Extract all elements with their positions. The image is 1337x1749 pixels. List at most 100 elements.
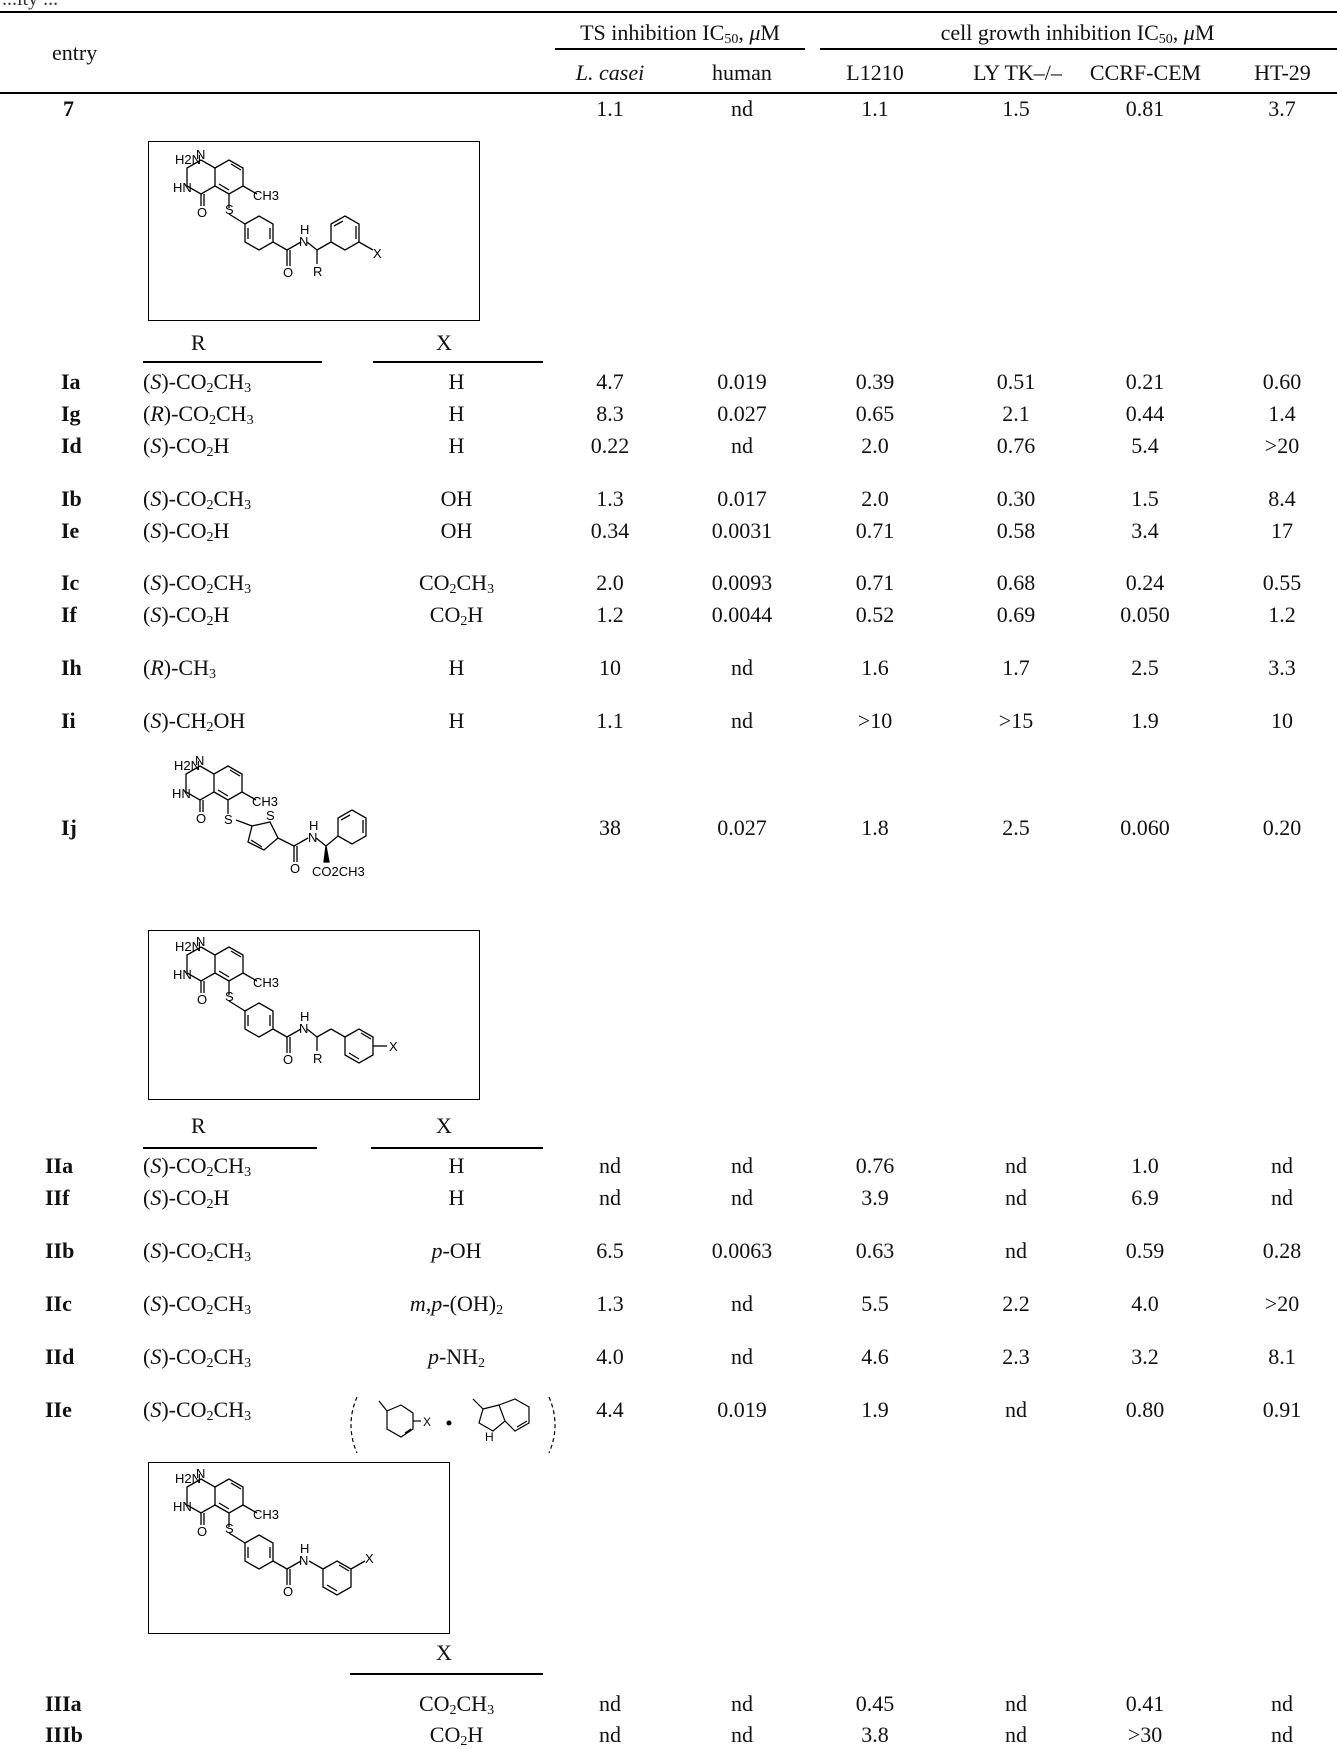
- value-cell: >10: [857, 708, 893, 733]
- value-cell: nd: [731, 708, 753, 733]
- value-cell: nd: [731, 655, 753, 680]
- svg-text:R: R: [313, 1051, 322, 1066]
- value-cell: >20: [1264, 1291, 1300, 1316]
- entry-label: Ii: [61, 708, 76, 733]
- value-cell: 0.0063: [711, 1238, 773, 1263]
- value-cell: nd: [1271, 1185, 1293, 1210]
- value-cell: 8.4: [1268, 486, 1296, 511]
- value-cell: nd: [1271, 1722, 1293, 1747]
- header-bottom-rule: [0, 92, 1337, 94]
- value-cell: 3.7: [1268, 96, 1296, 121]
- value-cell: 1.1: [596, 96, 624, 121]
- value-cell: 0.017: [717, 486, 767, 511]
- value-cell: nd: [731, 1185, 753, 1210]
- svg-text:N: N: [299, 234, 308, 249]
- value-cell: 0.44: [1125, 401, 1165, 426]
- svg-text:HN: HN: [173, 180, 192, 195]
- r-substituent: (R)-CO2CH3: [143, 401, 254, 428]
- structure-iie-x: X H: [343, 1393, 563, 1457]
- value-cell: nd: [599, 1722, 621, 1747]
- value-cell: 0.45: [855, 1691, 895, 1716]
- entry-label: Ie: [61, 518, 80, 543]
- value-cell: 2.0: [861, 486, 889, 511]
- value-cell: 0.55: [1262, 570, 1302, 595]
- value-cell: 38: [599, 815, 621, 840]
- x-substituent: CO2H: [429, 602, 484, 629]
- value-cell: 0.20: [1262, 815, 1302, 840]
- value-cell: nd: [731, 1722, 753, 1747]
- entry-label: IIa: [45, 1153, 74, 1178]
- value-cell: 0.0031: [711, 518, 773, 543]
- value-cell: 3.4: [1131, 518, 1159, 543]
- r-substituent: (S)-CO2CH3: [143, 486, 252, 513]
- value-cell: 1.9: [861, 1397, 889, 1422]
- svg-text:H: H: [300, 1009, 309, 1024]
- svg-text:O: O: [283, 1584, 293, 1599]
- svg-text:CO2CH3: CO2CH3: [312, 864, 365, 879]
- value-cell: 0.30: [996, 486, 1036, 511]
- r-substituent: (S)-CO2CH3: [143, 1291, 252, 1318]
- col-header-l-casei: L. casei: [575, 60, 645, 85]
- value-cell: 0.52: [855, 602, 895, 627]
- col-header-l1210: L1210: [846, 60, 904, 85]
- svg-text:S: S: [225, 989, 234, 1004]
- value-cell: 0.76: [855, 1153, 895, 1178]
- col-header-ht29: HT-29: [1254, 60, 1311, 85]
- structure-ij: H2N N HN O S CH3 S O N H CO2CH3: [140, 752, 440, 920]
- value-cell: 1.9: [1131, 708, 1159, 733]
- x-substituent: OH: [440, 486, 473, 511]
- x-substituent: p-OH: [431, 1238, 482, 1263]
- value-cell: 4.0: [596, 1344, 624, 1369]
- col-header-ccrf: CCRF-CEM: [1089, 60, 1202, 85]
- entry-label: IId: [45, 1344, 75, 1369]
- value-cell: 0.28: [1262, 1238, 1302, 1263]
- value-cell: 3.8: [861, 1722, 889, 1747]
- subheader-x-rule-2: [371, 1147, 543, 1149]
- svg-text:O: O: [197, 992, 207, 1007]
- svg-text:H: H: [309, 818, 318, 833]
- value-cell: nd: [599, 1691, 621, 1716]
- header-entry: entry: [52, 40, 98, 65]
- svg-text:X: X: [373, 246, 382, 261]
- value-cell: 2.0: [861, 433, 889, 458]
- x-substituent: H: [448, 401, 465, 426]
- value-cell: 0.060: [1120, 815, 1170, 840]
- x-substituent: CO2H: [429, 1722, 484, 1749]
- value-cell: 0.027: [717, 815, 767, 840]
- value-cell: nd: [1005, 1185, 1027, 1210]
- svg-text:X: X: [365, 1551, 374, 1566]
- value-cell: 0.0093: [711, 570, 773, 595]
- value-cell: 0.019: [717, 369, 767, 394]
- svg-text:HN: HN: [173, 967, 192, 982]
- svg-text:H2N: H2N: [175, 1471, 201, 1486]
- value-cell: nd: [731, 1344, 753, 1369]
- value-cell: 3.3: [1268, 655, 1296, 680]
- value-cell: 0.76: [996, 433, 1036, 458]
- subheader-r-rule-2: [143, 1147, 317, 1149]
- entry-label: IIf: [45, 1185, 70, 1210]
- header-group-cell-rule: [820, 48, 1337, 50]
- value-cell: nd: [1005, 1397, 1027, 1422]
- top-rule: [0, 11, 1337, 13]
- value-cell: 3.9: [861, 1185, 889, 1210]
- value-cell: 1.3: [596, 486, 624, 511]
- subheader-x-rule-1: [373, 361, 543, 363]
- subheader-x-1: X: [436, 330, 452, 355]
- value-cell: 0.63: [855, 1238, 895, 1263]
- x-substituent: p-NH2: [427, 1344, 486, 1371]
- entry-label: If: [61, 602, 77, 627]
- svg-text:H2N: H2N: [175, 939, 201, 954]
- entry-label: Ih: [61, 655, 82, 680]
- value-cell: nd: [1005, 1153, 1027, 1178]
- value-cell: 0.0044: [711, 602, 773, 627]
- value-cell: 0.71: [855, 570, 895, 595]
- value-cell: 1.0: [1131, 1153, 1159, 1178]
- entry-label: IIIb: [45, 1722, 83, 1747]
- entry-label: Ia: [61, 369, 81, 394]
- svg-text:HN: HN: [172, 786, 191, 801]
- value-cell: nd: [731, 433, 753, 458]
- value-cell: 1.6: [861, 655, 889, 680]
- value-cell: 2.1: [1002, 401, 1030, 426]
- value-cell: nd: [731, 96, 753, 121]
- value-cell: 0.22: [590, 433, 630, 458]
